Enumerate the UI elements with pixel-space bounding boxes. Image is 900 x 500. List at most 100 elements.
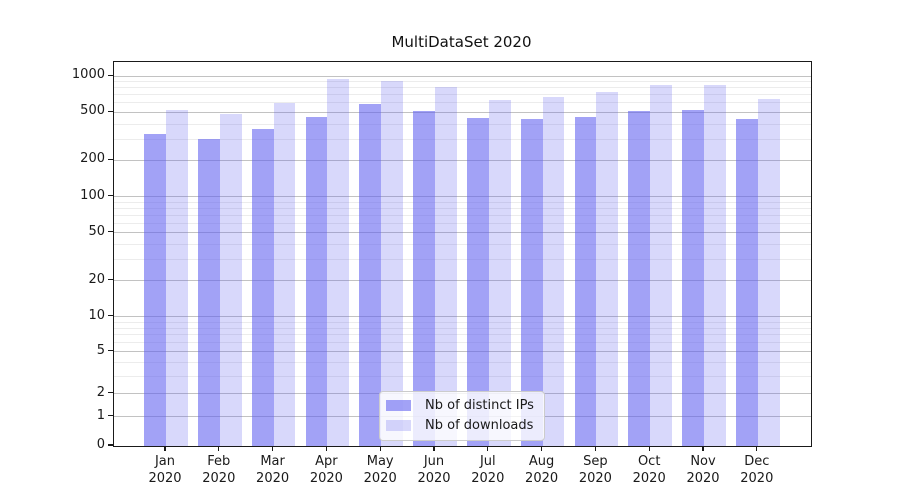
y-tick-mark	[108, 279, 113, 281]
y-tick-label: 1	[96, 407, 105, 423]
plot-area	[113, 61, 812, 447]
x-tick-mark	[648, 446, 650, 451]
bars-layer	[114, 62, 811, 446]
gridline-major	[114, 351, 811, 353]
x-tick-mark	[594, 446, 596, 451]
x-tick-label: Sep 2020	[563, 453, 627, 487]
bar-downloads	[435, 87, 457, 446]
gridline-minor	[114, 94, 811, 96]
bar-downloads	[650, 85, 672, 446]
y-tick-mark	[108, 392, 113, 394]
y-tick-mark	[108, 74, 113, 76]
legend-label-downloads: Nb of downloads	[425, 418, 534, 433]
bar-distinct-ips	[413, 111, 435, 446]
x-tick-label-year: 2020	[578, 471, 612, 486]
legend-row-distinct-ips: Nb of distinct IPs	[386, 397, 534, 414]
x-tick-label: Feb 2020	[187, 453, 251, 487]
gridline-minor	[114, 201, 811, 203]
gridline-minor	[114, 375, 811, 377]
x-tick-label-year: 2020	[417, 471, 451, 486]
x-tick-label: Oct 2020	[617, 453, 681, 487]
x-tick-label: May 2020	[348, 453, 412, 487]
bar-downloads	[273, 103, 296, 446]
gridline-minor	[114, 138, 811, 140]
bar-distinct-ips	[682, 110, 704, 446]
gridline-major	[114, 159, 811, 161]
bar-distinct-ips	[198, 139, 220, 446]
x-tick-mark	[218, 446, 220, 451]
x-tick-label: Jun 2020	[402, 453, 466, 487]
gridline-minor	[114, 342, 811, 344]
y-tick-mark	[108, 350, 113, 352]
x-tick-mark	[379, 446, 381, 451]
y-tick-label: 1000	[71, 67, 105, 83]
y-tick-label: 10	[88, 307, 105, 323]
gridline-minor	[114, 362, 811, 364]
bar-distinct-ips	[520, 119, 543, 446]
gridline-minor	[114, 244, 811, 246]
bar-downloads	[327, 79, 350, 446]
y-tick-mark	[108, 158, 113, 160]
y-tick-label: 5	[96, 342, 105, 358]
x-tick-mark	[487, 446, 489, 451]
gridline-minor	[114, 81, 811, 83]
bar-downloads	[704, 85, 726, 446]
y-tick-mark	[108, 444, 113, 446]
x-tick-label-year: 2020	[686, 471, 720, 486]
bar-downloads	[166, 110, 188, 446]
x-tick-label-year: 2020	[148, 471, 182, 486]
x-tick-label: Mar 2020	[241, 453, 305, 487]
bar-distinct-ips	[305, 116, 328, 446]
y-tick-label: 50	[88, 223, 105, 239]
bar-distinct-ips	[251, 128, 274, 446]
gridline-major	[114, 280, 811, 282]
x-tick-label: Jul 2020	[456, 453, 520, 487]
y-tick-label: 500	[80, 103, 105, 119]
y-tick-label: 200	[80, 151, 105, 167]
gridline-major	[114, 196, 811, 198]
x-tick-label: Apr 2020	[294, 453, 358, 487]
x-tick-mark	[433, 446, 435, 451]
bar-distinct-ips	[574, 116, 597, 446]
gridline-minor	[114, 334, 811, 336]
x-tick-mark	[164, 446, 166, 451]
bar-downloads	[219, 113, 242, 446]
gridline-minor	[114, 259, 811, 261]
bar-downloads	[381, 80, 403, 446]
gridline-major	[114, 111, 811, 113]
x-tick-label-year: 2020	[471, 471, 505, 486]
x-tick-label-year: 2020	[740, 471, 774, 486]
gridline-major	[114, 75, 811, 77]
bar-distinct-ips	[359, 104, 382, 446]
x-tick-label: Aug 2020	[510, 453, 574, 487]
gridline-minor	[114, 123, 811, 125]
x-tick-label-year: 2020	[256, 471, 290, 486]
x-tick-label-year: 2020	[309, 471, 343, 486]
gridline-major	[114, 232, 811, 234]
y-tick-mark	[108, 315, 113, 317]
y-tick-label: 20	[88, 271, 105, 287]
x-tick-mark	[325, 446, 327, 451]
y-tick-label: 100	[80, 187, 105, 203]
x-tick-label-year: 2020	[632, 471, 666, 486]
bar-downloads	[596, 92, 619, 446]
x-tick-label: Nov 2020	[671, 453, 735, 487]
bar-downloads	[542, 97, 565, 446]
gridline-minor	[114, 87, 811, 89]
bar-distinct-ips	[736, 118, 758, 446]
gridline-minor	[114, 207, 811, 209]
gridline-minor	[114, 222, 811, 224]
gridline-minor	[114, 214, 811, 216]
legend-swatch-downloads	[386, 420, 411, 431]
bar-downloads	[488, 100, 511, 446]
x-tick-label-year: 2020	[363, 471, 397, 486]
x-tick-mark	[756, 446, 758, 451]
y-tick-mark	[108, 110, 113, 113]
x-tick-mark	[272, 446, 274, 451]
y-tick-mark	[108, 231, 113, 233]
bar-distinct-ips	[628, 111, 651, 446]
gridline-minor	[114, 102, 811, 104]
x-tick-label: Dec 2020	[725, 453, 789, 487]
bar-distinct-ips	[467, 118, 489, 446]
bar-distinct-ips	[144, 134, 166, 446]
